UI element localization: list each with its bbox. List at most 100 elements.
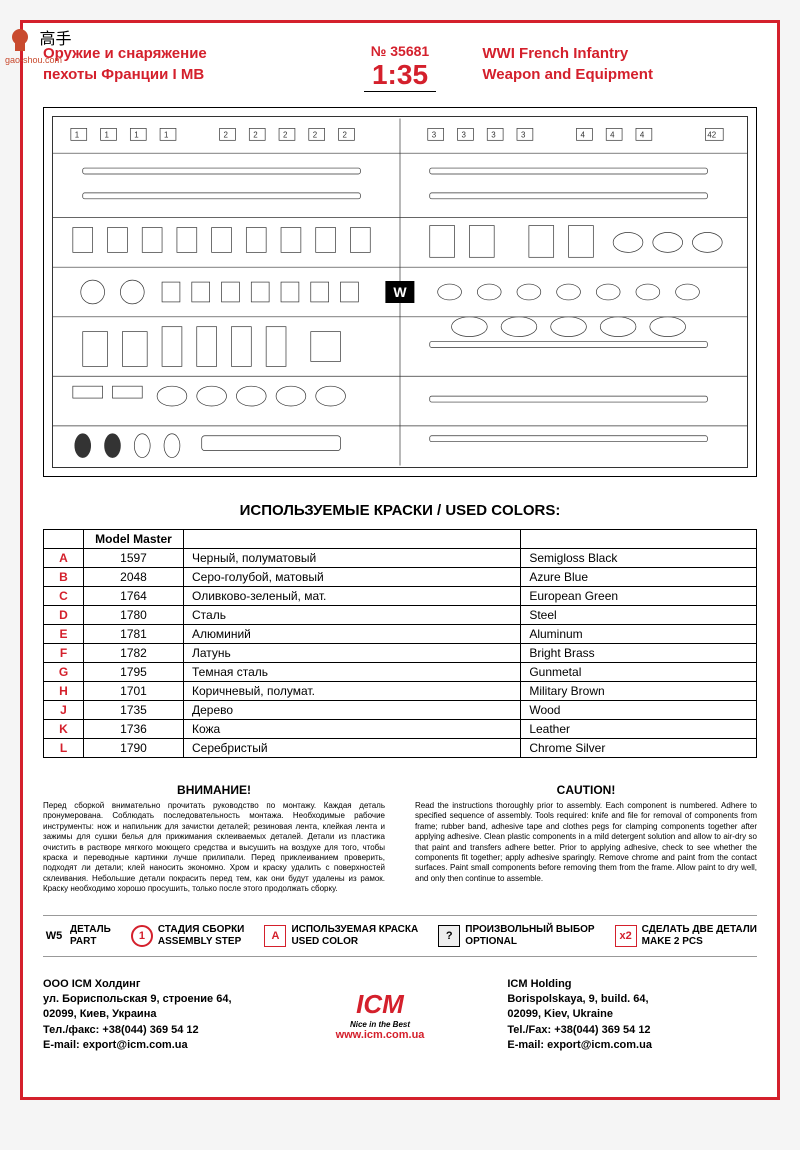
scale: 1:35 <box>364 59 436 92</box>
cell-ru: Алюминий <box>184 625 521 644</box>
cell-key: A <box>44 549 84 568</box>
footer-right: ICM Holding Borispolskaya, 9, build. 64,… <box>467 977 757 1054</box>
cell-en: Semigloss Black <box>521 549 757 568</box>
legend-part-text: ДЕТАЛЬ PART <box>70 924 111 948</box>
cell-en: Aluminum <box>521 625 757 644</box>
logo: ICM <box>293 989 468 1020</box>
legend-optional-text: ПРОИЗВОЛЬНЫЙ ВЫБОР OPTIONAL <box>465 924 594 948</box>
svg-text:1: 1 <box>105 130 110 139</box>
watermark-icon <box>5 25 35 55</box>
title-en-line2: Weapon and Equipment <box>482 64 757 85</box>
optional-icon: ? <box>438 925 460 947</box>
caution-ru-title: ВНИМАНИЕ! <box>43 783 385 797</box>
footer-r5: E-mail: export@icm.com.ua <box>507 1038 757 1053</box>
step-icon: 1 <box>131 925 153 947</box>
logo-tagline: Nice in the Best <box>293 1020 468 1029</box>
cell-mm: 2048 <box>84 568 184 587</box>
part-icon: W5 <box>43 925 65 947</box>
svg-text:2: 2 <box>283 130 287 139</box>
cell-key: K <box>44 720 84 739</box>
table-row: K 1736 Кожа Leather <box>44 720 757 739</box>
legend-color-en: USED COLOR <box>291 936 418 948</box>
sprue-label: W <box>385 281 414 303</box>
make2-icon: x2 <box>615 925 637 947</box>
instruction-page: Оружие и снаряжение пехоты Франции I МВ … <box>20 20 780 1100</box>
legend-step-en: ASSEMBLY STEP <box>158 936 244 948</box>
cell-mm: 1736 <box>84 720 184 739</box>
title-center: № 35681 1:35 <box>318 43 483 92</box>
svg-text:1: 1 <box>75 130 80 139</box>
cell-en: European Green <box>521 587 757 606</box>
svg-text:2: 2 <box>253 130 257 139</box>
svg-text:3: 3 <box>491 130 496 139</box>
legend-part: W5 ДЕТАЛЬ PART <box>43 924 111 948</box>
footer-l1: ООО ІСМ Холдинг <box>43 977 293 992</box>
title-ru-line1: Оружие и снаряжение <box>43 43 318 64</box>
col-ru <box>184 530 521 549</box>
cell-en: Steel <box>521 606 757 625</box>
watermark-url: gao-shou.com <box>5 55 71 65</box>
legend-step: 1 СТАДИЯ СБОРКИ ASSEMBLY STEP <box>131 924 244 948</box>
cell-en: Wood <box>521 701 757 720</box>
footer: ООО ІСМ Холдинг ул. Бориспольская 9, стр… <box>43 977 757 1054</box>
cell-key: B <box>44 568 84 587</box>
table-row: H 1701 Коричневый, полумат. Military Bro… <box>44 682 757 701</box>
cell-en: Bright Brass <box>521 644 757 663</box>
caution-en-title: CAUTION! <box>415 783 757 797</box>
cell-mm: 1795 <box>84 663 184 682</box>
cell-mm: 1780 <box>84 606 184 625</box>
svg-text:3: 3 <box>521 130 526 139</box>
cell-ru: Латунь <box>184 644 521 663</box>
table-row: E 1781 Алюминий Aluminum <box>44 625 757 644</box>
svg-text:3: 3 <box>432 130 437 139</box>
svg-text:2: 2 <box>342 130 346 139</box>
table-row: C 1764 Оливково-зеленый, мат. European G… <box>44 587 757 606</box>
col-model-master: Model Master <box>84 530 184 549</box>
cell-mm: 1701 <box>84 682 184 701</box>
col-key <box>44 530 84 549</box>
cell-mm: 1790 <box>84 739 184 758</box>
watermark: 高手 gao-shou.com <box>5 25 71 65</box>
color-icon: A <box>264 925 286 947</box>
cell-ru: Сталь <box>184 606 521 625</box>
svg-text:1: 1 <box>134 130 139 139</box>
title-russian: Оружие и снаряжение пехоты Франции I МВ <box>43 43 318 85</box>
table-row: A 1597 Черный, полуматовый Semigloss Bla… <box>44 549 757 568</box>
cell-ru: Оливково-зеленый, мат. <box>184 587 521 606</box>
color-table: Model Master A 1597 Черный, полуматовый … <box>43 529 757 758</box>
svg-text:1: 1 <box>164 130 169 139</box>
title-ru-line2: пехоты Франции I МВ <box>43 64 318 85</box>
cell-key: G <box>44 663 84 682</box>
cell-en: Azure Blue <box>521 568 757 587</box>
caution-en-text: Read the instructions thoroughly prior t… <box>415 801 757 884</box>
caution-section: ВНИМАНИЕ! Перед сборкой внимательно проч… <box>43 783 757 895</box>
legend-make2-en: MAKE 2 PCS <box>642 936 757 948</box>
cell-mm: 1597 <box>84 549 184 568</box>
table-row: F 1782 Латунь Bright Brass <box>44 644 757 663</box>
footer-r3: 02099, Kiev, Ukraine <box>507 1007 757 1022</box>
svg-text:4: 4 <box>610 130 615 139</box>
caution-en: CAUTION! Read the instructions thoroughl… <box>415 783 757 895</box>
cell-key: E <box>44 625 84 644</box>
cell-key: C <box>44 587 84 606</box>
header: Оружие и снаряжение пехоты Франции I МВ … <box>43 43 757 92</box>
footer-r2: Borispolskaya, 9, build. 64, <box>507 992 757 1007</box>
table-row: B 2048 Серо-голубой, матовый Azure Blue <box>44 568 757 587</box>
kit-number: № 35681 <box>318 43 483 59</box>
legend-color-ru: ИСПОЛЬЗУЕМАЯ КРАСКА <box>291 924 418 936</box>
legend-optional-en: OPTIONAL <box>465 936 594 948</box>
cell-ru: Кожа <box>184 720 521 739</box>
svg-text:4: 4 <box>640 130 645 139</box>
cell-key: F <box>44 644 84 663</box>
footer-center: ICM Nice in the Best www.icm.com.ua <box>293 989 468 1041</box>
cell-ru: Серебристый <box>184 739 521 758</box>
caution-ru-text: Перед сборкой внимательно прочитать руко… <box>43 801 385 895</box>
col-en <box>521 530 757 549</box>
legend-make2: x2 СДЕЛАТЬ ДВЕ ДЕТАЛИ MAKE 2 PCS <box>615 924 757 948</box>
legend-part-en: PART <box>70 936 111 948</box>
footer-r1: ICM Holding <box>507 977 757 992</box>
legend-color: A ИСПОЛЬЗУЕМАЯ КРАСКА USED COLOR <box>264 924 418 948</box>
cell-key: L <box>44 739 84 758</box>
legend-color-text: ИСПОЛЬЗУЕМАЯ КРАСКА USED COLOR <box>291 924 418 948</box>
footer-l3: 02099, Киев, Украина <box>43 1007 293 1022</box>
